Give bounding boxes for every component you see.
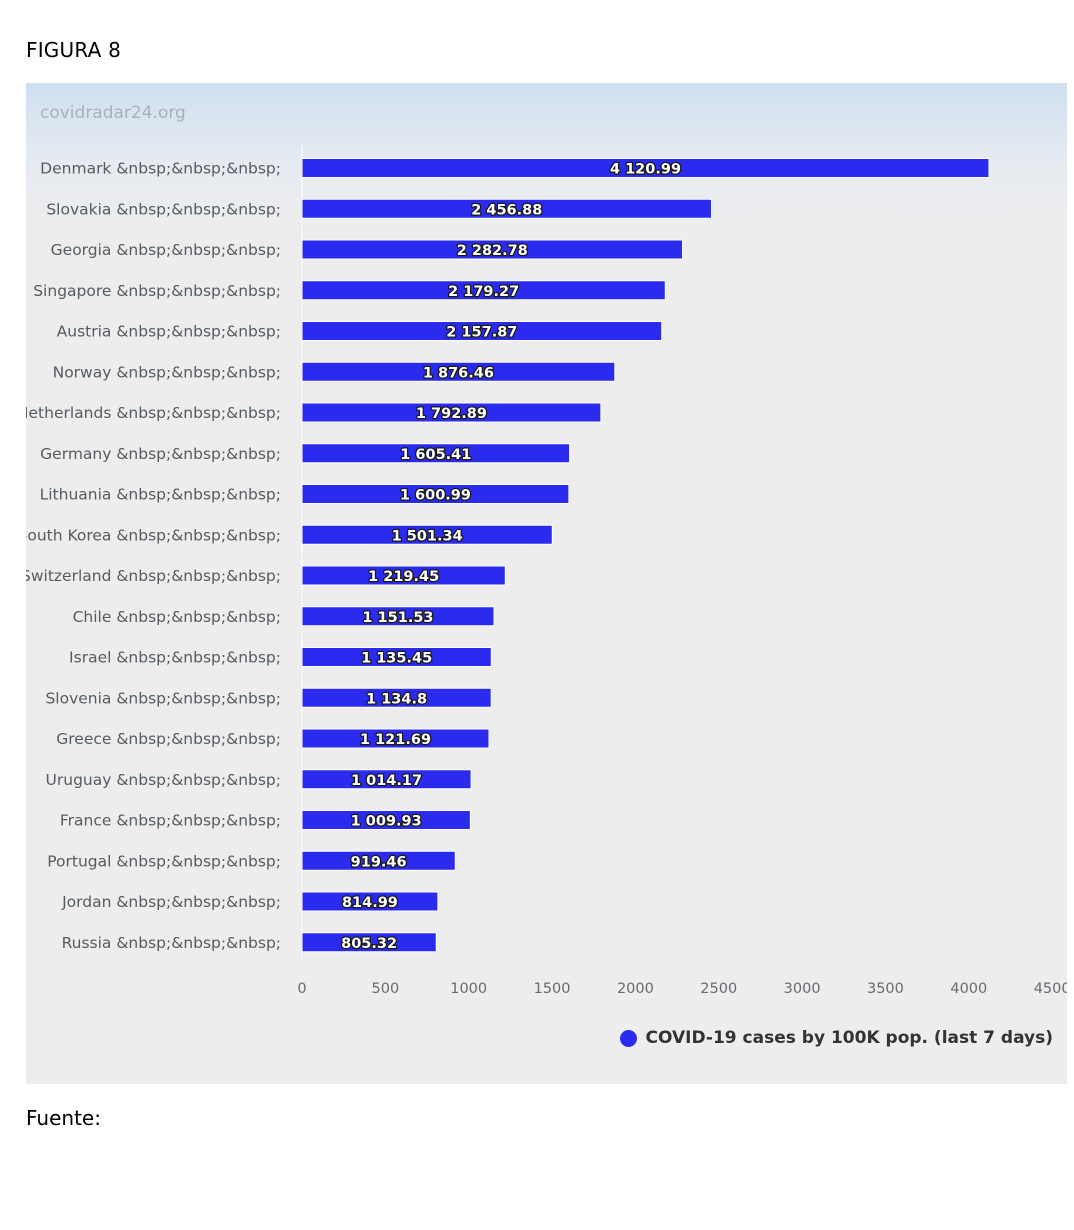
bar[interactable]: [301, 606, 495, 627]
category-label: Jordan &nbsp;&nbsp;&nbsp;: [61, 893, 281, 911]
category-label: Switzerland &nbsp;&nbsp;&nbsp;: [26, 567, 281, 585]
category-label: Georgia &nbsp;&nbsp;&nbsp;: [51, 241, 281, 259]
category-label: Germany &nbsp;&nbsp;&nbsp;: [40, 445, 281, 463]
bars-layer: [301, 145, 990, 959]
value-labels-layer: 4 120.99 2 456.88 2 282.78 2 179.27 2 157.87…: [340, 160, 682, 953]
bar[interactable]: [301, 850, 456, 871]
bar[interactable]: [301, 443, 571, 464]
data-label: 1 792.89: [416, 406, 487, 422]
data-label: 2 456.88: [471, 202, 542, 218]
category-label: Lithuania &nbsp;&nbsp;&nbsp;: [40, 486, 281, 504]
category-label: Austria &nbsp;&nbsp;&nbsp;: [57, 323, 281, 341]
category-label: South Korea &nbsp;&nbsp;&nbsp;: [26, 526, 281, 544]
category-label: Norway &nbsp;&nbsp;&nbsp;: [53, 363, 281, 381]
category-label: Russia &nbsp;&nbsp;&nbsp;: [62, 934, 281, 952]
x-tick-label: 3000: [784, 981, 821, 997]
bar[interactable]: [301, 810, 471, 830]
bar[interactable]: [301, 321, 663, 341]
x-tick-label: 4500: [1034, 981, 1067, 997]
data-label: 814.99: [342, 895, 398, 911]
bar[interactable]: [301, 361, 616, 382]
x-tick-label: 1500: [534, 981, 571, 997]
data-label: 1 501.34: [392, 528, 463, 544]
bar[interactable]: [301, 565, 506, 586]
category-label: France &nbsp;&nbsp;&nbsp;: [60, 812, 281, 830]
x-tick-label: 0: [297, 981, 306, 997]
data-label: 2 157.87: [446, 325, 517, 341]
data-label: 2 179.27: [448, 284, 519, 300]
data-label: 1 009.93: [351, 814, 422, 830]
category-label: Uruguay &nbsp;&nbsp;&nbsp;: [46, 771, 281, 789]
bar[interactable]: [301, 647, 492, 667]
bar[interactable]: [301, 239, 684, 260]
category-label: Slovakia &nbsp;&nbsp;&nbsp;: [46, 200, 281, 218]
bar[interactable]: [301, 728, 490, 749]
watermark: covidradar24.org: [40, 103, 186, 123]
category-label: Israel &nbsp;&nbsp;&nbsp;: [69, 649, 281, 667]
category-label: Slovenia &nbsp;&nbsp;&nbsp;: [45, 689, 281, 707]
source-label: Fuente:: [26, 1106, 101, 1130]
bar[interactable]: [301, 769, 472, 790]
bar[interactable]: [301, 402, 602, 423]
bar-chart: Denmark &nbsp;&nbsp;&nbsp; Slovakia &nbsp…: [26, 145, 1067, 997]
category-label: Portugal &nbsp;&nbsp;&nbsp;: [47, 852, 281, 870]
x-tick-label: 3500: [867, 981, 904, 997]
data-label: 1 151.53: [362, 610, 433, 626]
data-label: 1 876.46: [423, 365, 494, 381]
x-tick-label: 500: [372, 981, 400, 997]
bar[interactable]: [301, 524, 553, 545]
data-label: 1 219.45: [368, 569, 439, 585]
legend-marker-icon: [619, 1029, 637, 1047]
bar[interactable]: [301, 198, 713, 219]
data-label: 805.32: [341, 936, 397, 952]
x-axis-ticks-layer: 0 500 1000 1500 2000 2500 3000 3500 4000 4500: [297, 981, 1067, 997]
bar[interactable]: [301, 158, 990, 178]
bar[interactable]: [301, 932, 437, 953]
category-label: Singapore &nbsp;&nbsp;&nbsp;: [33, 282, 281, 300]
data-label: 2 282.78: [457, 243, 528, 259]
data-label: 4 120.99: [610, 162, 681, 178]
x-tick-label: 4000: [950, 981, 987, 997]
x-tick-label: 2500: [700, 981, 737, 997]
data-label: 1 014.17: [351, 773, 422, 789]
category-labels-layer: Denmark &nbsp;&nbsp;&nbsp; Slovakia &nbsp…: [26, 160, 281, 952]
data-label: 919.46: [351, 854, 407, 870]
x-tick-label: 1000: [450, 981, 487, 997]
data-label: 1 605.41: [400, 447, 471, 463]
chart-panel: covidradar24.org Denmark &nbsp;&nbsp;&nb…: [26, 83, 1067, 1084]
bar[interactable]: [301, 484, 570, 504]
legend-label: COVID-19 cases by 100K pop. (last 7 days…: [645, 1028, 1053, 1048]
legend[interactable]: COVID-19 cases by 100K pop. (last 7 days…: [619, 1028, 1053, 1048]
category-label: Greece &nbsp;&nbsp;&nbsp;: [56, 730, 281, 748]
bar[interactable]: [301, 687, 492, 708]
category-label: Denmark &nbsp;&nbsp;&nbsp;: [40, 160, 281, 178]
category-label: Netherlands &nbsp;&nbsp;&nbsp;: [26, 404, 281, 422]
data-label: 1 121.69: [360, 732, 431, 748]
bar[interactable]: [301, 280, 666, 301]
data-label: 1 134.8: [366, 691, 427, 707]
figure-label: FIGURA 8: [26, 38, 121, 62]
x-tick-label: 2000: [617, 981, 654, 997]
bar[interactable]: [301, 891, 439, 912]
data-label: 1 600.99: [400, 488, 471, 504]
category-label: Chile &nbsp;&nbsp;&nbsp;: [73, 608, 281, 626]
data-label: 1 135.45: [361, 651, 432, 667]
